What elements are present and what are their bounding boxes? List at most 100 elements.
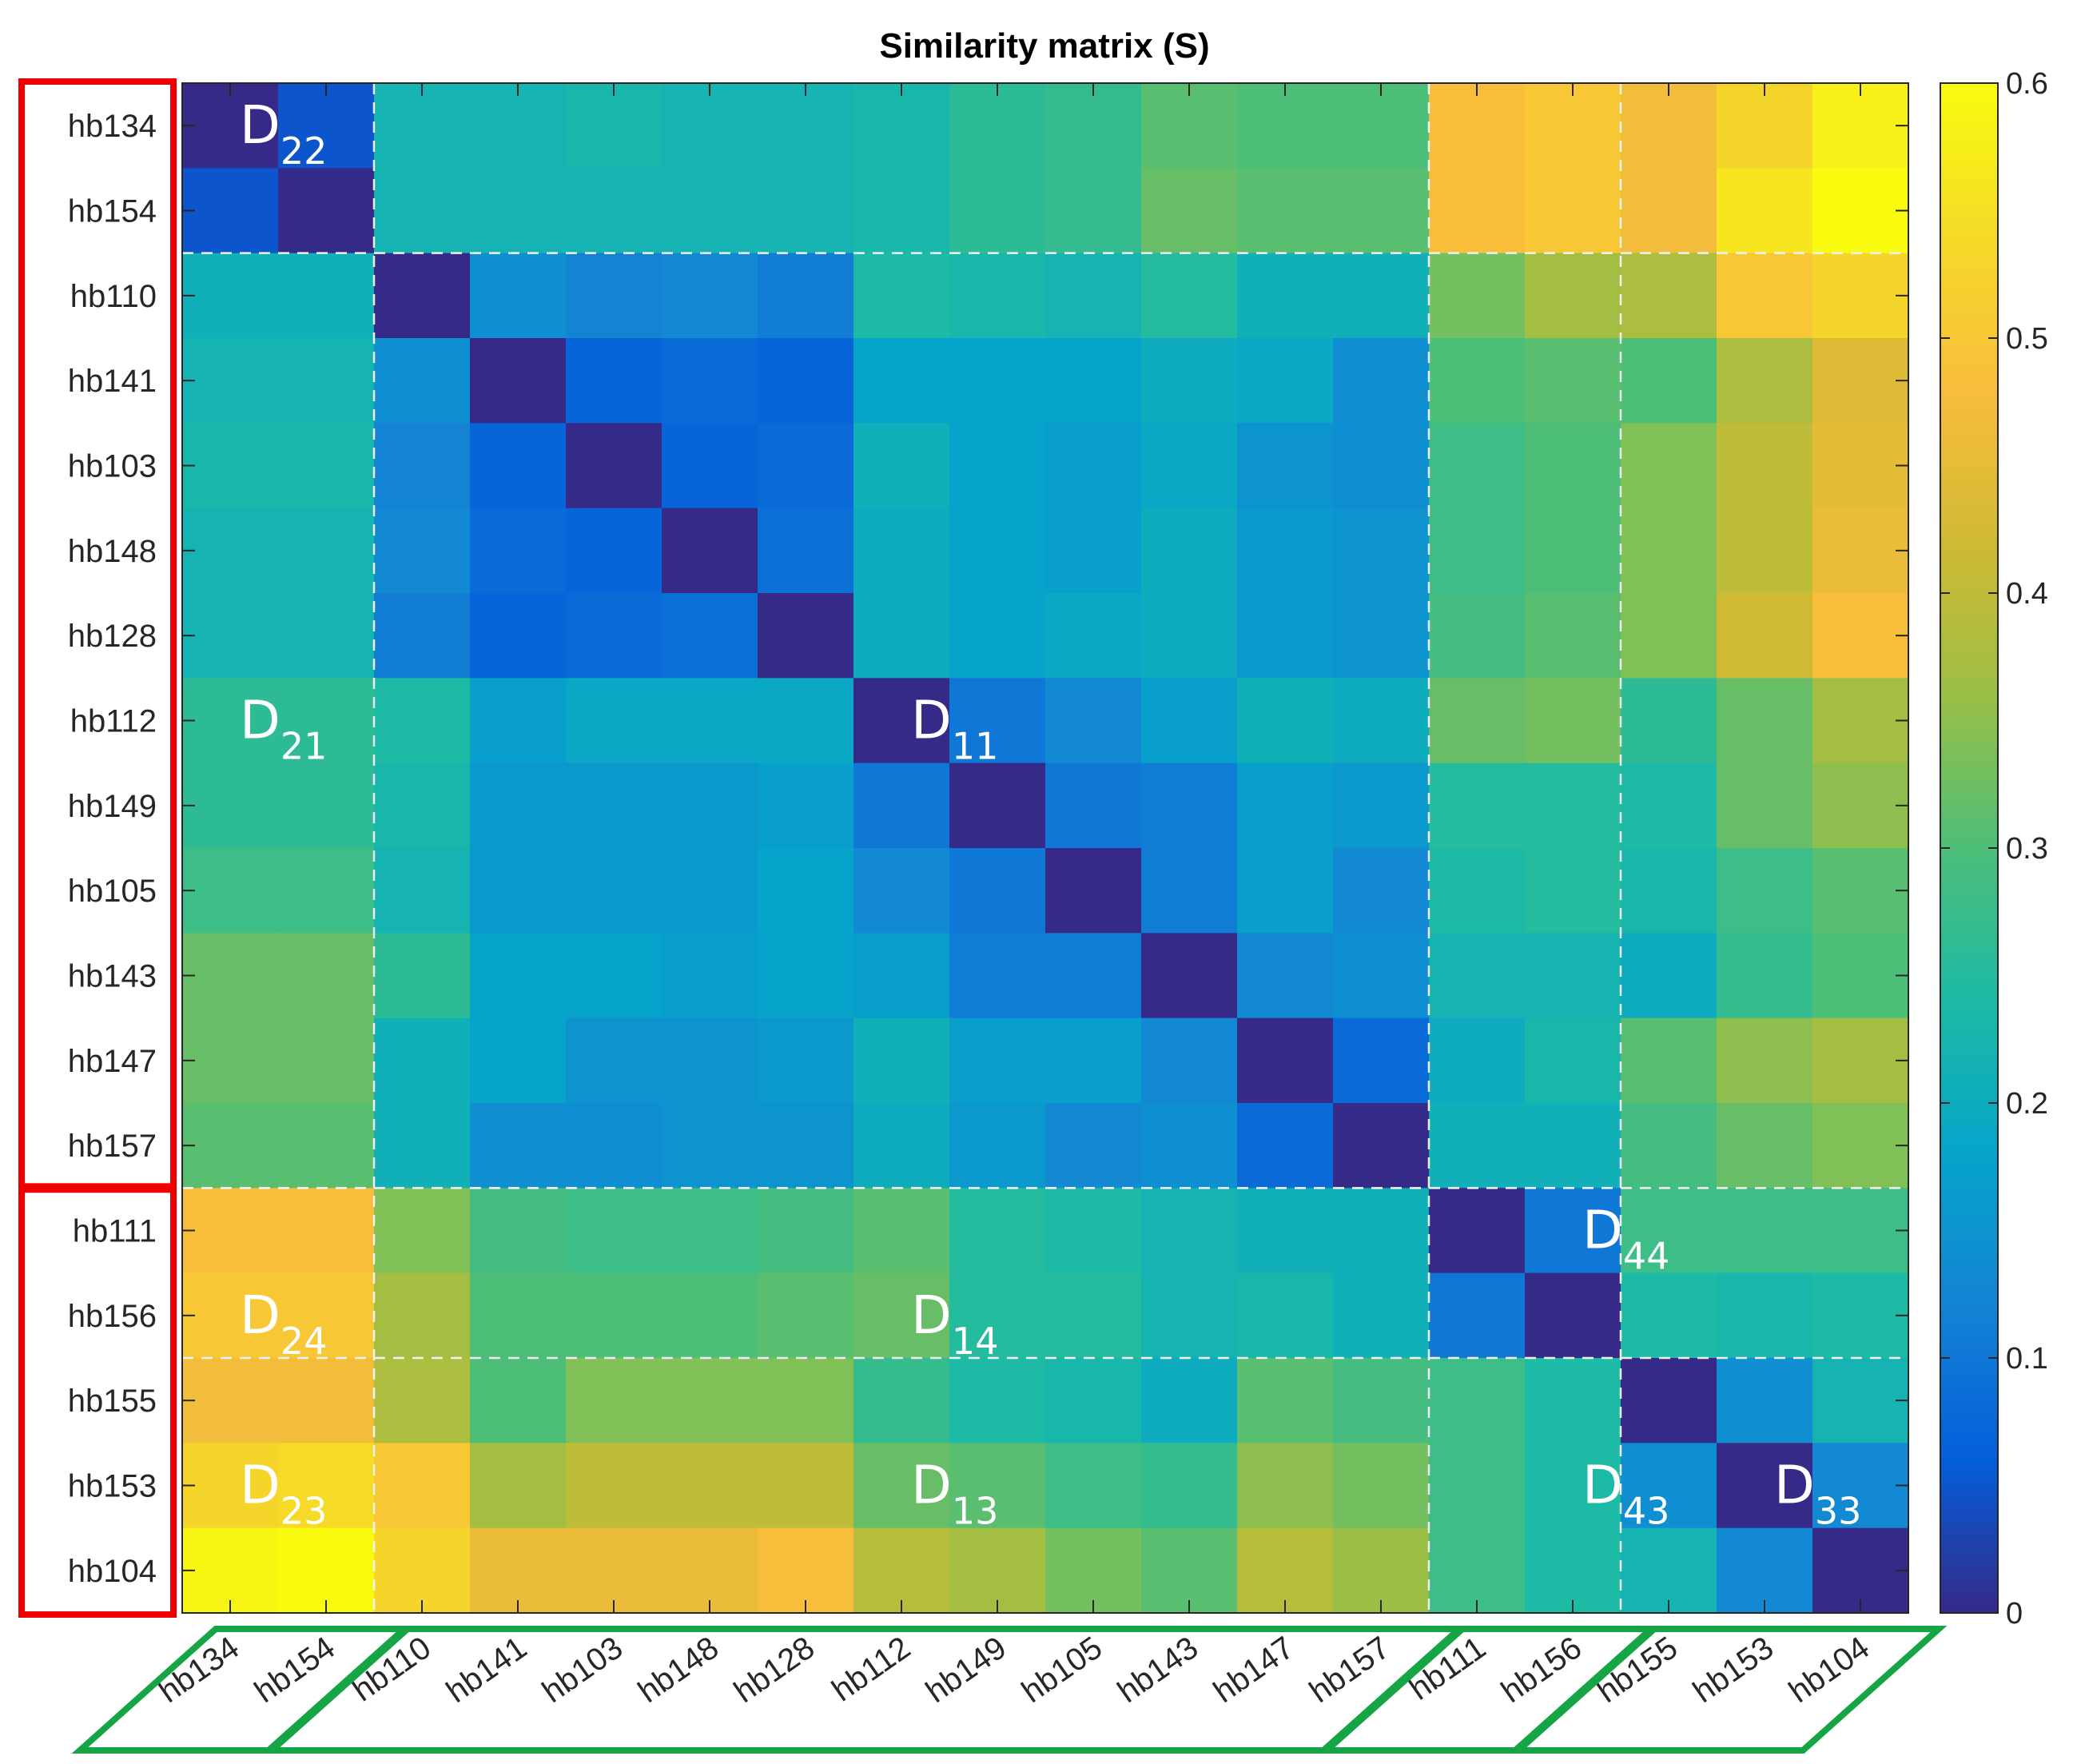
heatmap-cell [278,168,375,254]
heatmap-cell [1621,678,1717,764]
heatmap-cell [470,83,567,169]
y-tick-label: hb143 [68,959,157,994]
heatmap-cell [470,1358,567,1443]
block-label-main: D [240,690,281,751]
heatmap-cell [1141,1358,1238,1443]
heatmap-cell [470,253,567,339]
heatmap-cell [853,593,950,679]
heatmap-cell [949,763,1046,849]
heatmap-cell [758,253,854,339]
heatmap-cell [1621,83,1717,169]
heatmap-cell [1237,593,1334,679]
heatmap-cell [1237,253,1334,339]
block-label-subscript: 24 [281,1320,328,1363]
heatmap-cell [1621,1358,1717,1443]
heatmap-cell [949,423,1046,509]
heatmap-cell [1237,1443,1334,1529]
heatmap-cell [1717,593,1813,679]
heatmap-cell [278,508,375,594]
heatmap-cell [1141,1272,1238,1359]
heatmap-cell [1621,1527,1717,1614]
heatmap-cell [566,83,662,169]
heatmap-cell [374,1017,471,1104]
heatmap-cell [374,593,471,679]
heatmap-cell [1333,1103,1430,1189]
heatmap-cell [1717,168,1813,254]
heatmap-cell [182,593,279,679]
heatmap-cell [278,1272,375,1359]
heatmap-cell [853,763,950,849]
heatmap-cell [758,508,854,594]
block-label-main: D [240,94,281,156]
heatmap-cell [949,933,1046,1019]
block-label-main: D [911,690,952,751]
heatmap-cell [1812,1188,1909,1274]
heatmap-cell [949,848,1046,934]
heatmap-cell [1333,1527,1430,1614]
heatmap-cell [949,338,1046,424]
y-tick-label: hb155 [68,1384,157,1419]
heatmap-cell [1717,83,1813,169]
colorbar-tick-label: 0.6 [2006,67,2048,101]
heatmap-cell [662,763,758,849]
heatmap-cell [1141,1188,1238,1274]
heatmap-cell [470,1017,567,1104]
heatmap-cell [1429,1103,1526,1189]
heatmap-cell [1141,338,1238,424]
heatmap-cell [182,338,279,424]
heatmap-cell [470,933,567,1019]
x-tick-label: hb149 [920,1630,1013,1710]
block-label-main: D [1774,1455,1815,1516]
heatmap-cell [662,678,758,764]
heatmap-cell [566,678,662,764]
heatmap-cell [1621,933,1717,1019]
heatmap-cell [374,1188,471,1274]
heatmap-cell [1525,83,1621,169]
heatmap-cell [1717,933,1813,1019]
heatmap-cell [1237,423,1334,509]
heatmap-cell [374,508,471,594]
heatmap-cell [1812,83,1909,169]
block-label-subscript: 14 [952,1320,999,1363]
x-tick-label: hb141 [440,1630,533,1710]
heatmap-cell [1333,593,1430,679]
heatmap-cell [1141,1527,1238,1614]
heatmap-cell [1045,1527,1142,1614]
heatmap-cell [949,508,1046,594]
heatmap-cell [853,1358,950,1443]
block-label-main: D [1582,1200,1623,1261]
heatmap-cell [566,1017,662,1104]
colorbar-tick-label: 0 [2006,1597,2023,1631]
y-tick-label: hb157 [68,1129,157,1164]
heatmap-cell [470,678,567,764]
heatmap-cell [1237,763,1334,849]
heatmap-cell [278,1188,375,1274]
heatmap-cell [278,933,375,1019]
heatmap-cell [758,168,854,254]
heatmap-cell [949,593,1046,679]
heatmap-cell [182,1358,279,1443]
heatmap-cell [758,593,854,679]
heatmap-cell [374,933,471,1019]
heatmap-cell [1141,253,1238,339]
heatmap-cell [1525,1443,1621,1529]
heatmap-cell [1141,508,1238,594]
heatmap-cell [1141,848,1238,934]
heatmap-cell [1141,678,1238,764]
block-label: D22 [240,94,327,173]
heatmap-cell [278,83,375,169]
heatmap-cell [182,1103,279,1189]
colorbar-ticks: 0 0.1 0.2 0.3 0.4 0.5 0.6 [1940,67,2048,1631]
heatmap-cell [1237,933,1334,1019]
heatmap-cell [1717,1103,1813,1189]
heatmap-cell [853,1527,950,1614]
x-tick-label: hb153 [1687,1630,1780,1710]
heatmap-cell [1045,933,1142,1019]
heatmap-cell [1525,338,1621,424]
heatmap-cell [566,848,662,934]
y-tick-label: hb156 [68,1299,157,1334]
heatmap-cell [1621,593,1717,679]
heatmap-cell [374,423,471,509]
heatmap-cell [1429,678,1526,764]
heatmap-cell [853,1272,950,1359]
